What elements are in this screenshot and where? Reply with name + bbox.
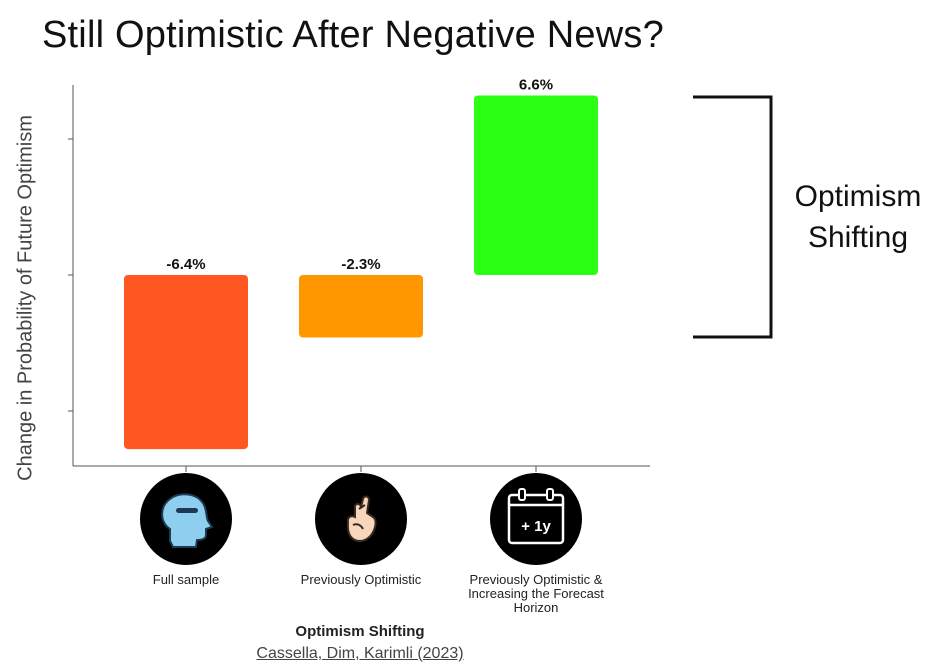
bar-0 <box>124 275 248 450</box>
bracket-label-line-2: Shifting <box>807 221 909 254</box>
bar-2 <box>474 95 598 275</box>
head-minus-icon <box>140 473 232 565</box>
category-label-previously-optimistic: Previously Optimistic <box>300 572 422 587</box>
x-axis-title: Optimism Shifting <box>295 623 425 640</box>
category-label-increasing-horizon: Previously Optimistic & Increasing the F… <box>468 572 604 615</box>
bar-value-label-0: -6.4% <box>166 256 205 273</box>
y-ticks <box>68 138 73 412</box>
x-ticks <box>185 466 537 472</box>
bar-value-label-1: -2.3% <box>341 256 380 273</box>
bracket-label: Optimism Shifting <box>778 176 937 258</box>
bars <box>124 95 598 450</box>
source-link[interactable]: Cassella, Dim, Karimli (2023) <box>256 645 464 662</box>
bar-1 <box>299 275 423 338</box>
crossed-fingers-icon <box>315 473 407 565</box>
optimism-bracket <box>693 95 773 339</box>
category-label-full-sample: Full sample <box>152 572 220 587</box>
bar-value-label-2: 6.6% <box>519 76 553 93</box>
calendar-text: + 1y <box>521 518 551 535</box>
calendar-plus-icon: + 1y <box>490 473 582 565</box>
bracket-label-line-1: Optimism <box>794 180 922 213</box>
bar-labels: -6.4% -2.3% 6.6% <box>166 76 553 273</box>
chart-title: Still Optimistic After Negative News? <box>42 14 664 56</box>
